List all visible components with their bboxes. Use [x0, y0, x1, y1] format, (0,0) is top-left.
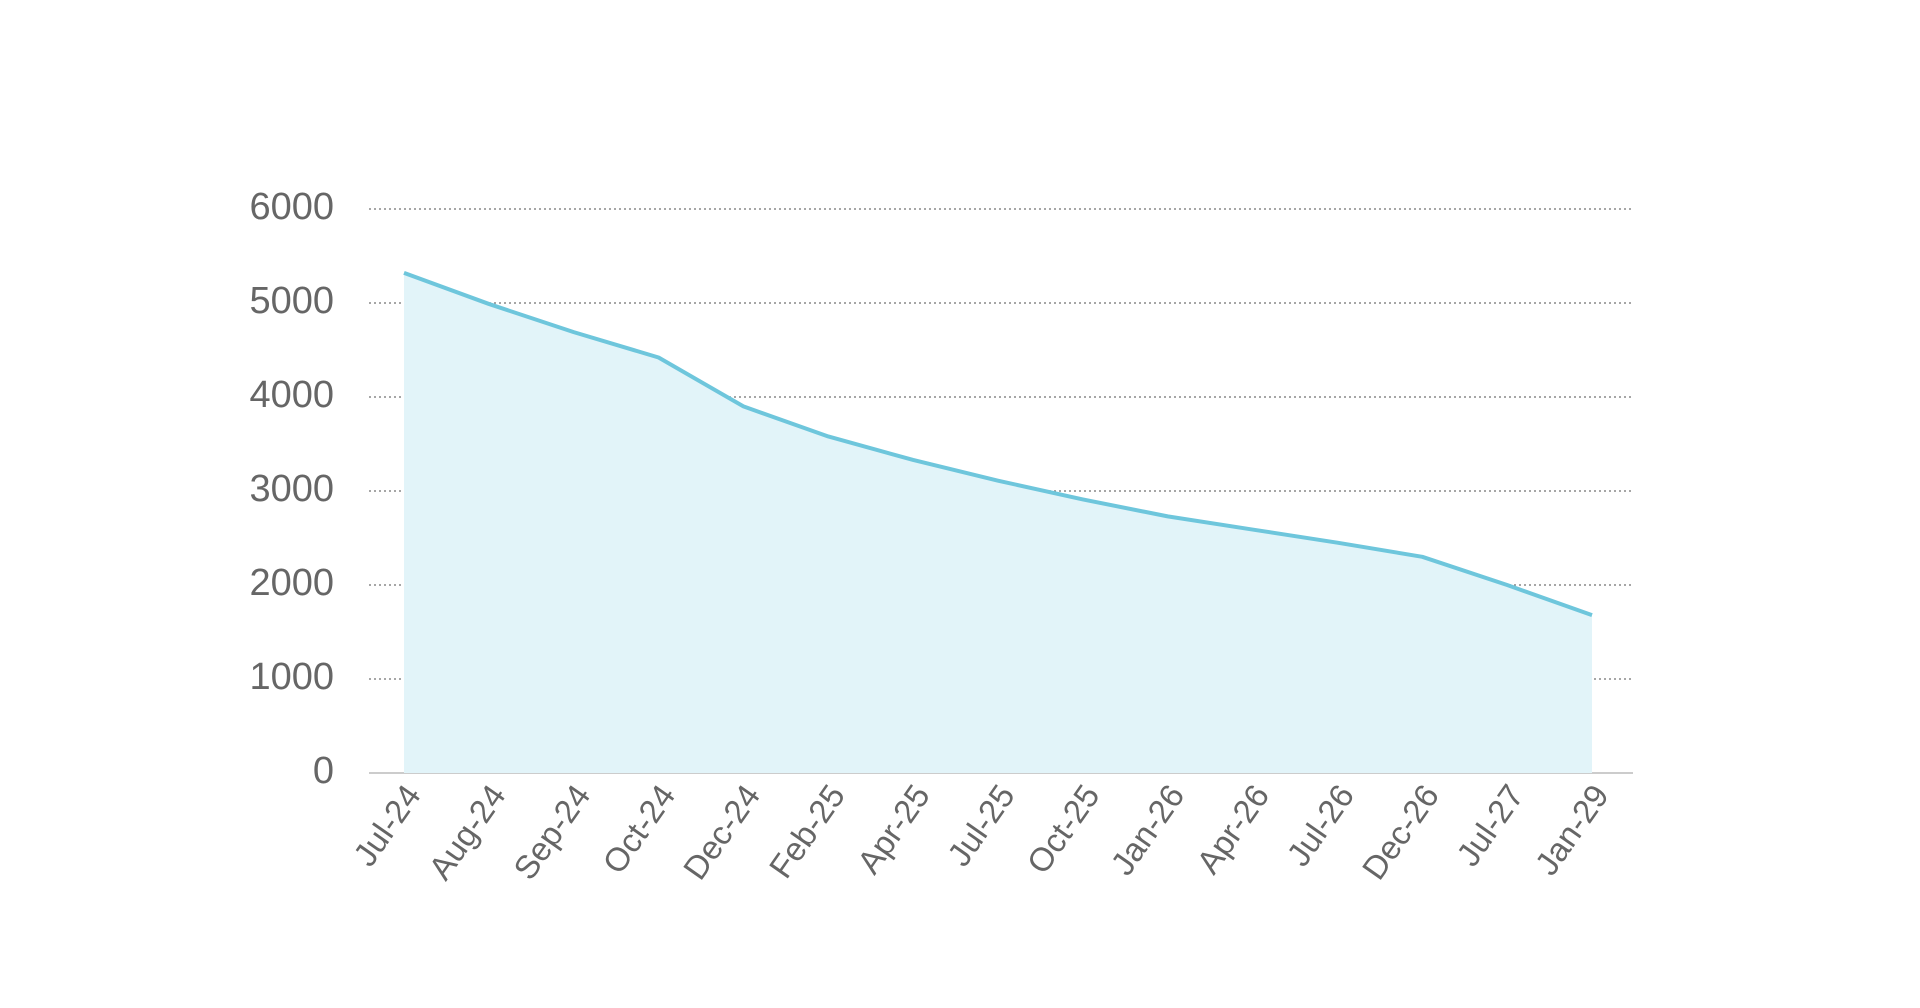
x-tick-label: Aug-24 [421, 778, 512, 886]
x-tick-label: Oct-24 [595, 778, 682, 880]
x-tick-label: Sep-24 [506, 778, 597, 886]
y-tick-label: 6000 [249, 186, 334, 228]
x-tick-label: Jul-26 [1279, 778, 1361, 873]
y-tick-label: 2000 [249, 562, 334, 604]
x-tick-label: Jul-24 [346, 778, 428, 873]
area-line [403, 271, 1593, 617]
area-fill [404, 272, 1592, 773]
x-tick-label: Jul-27 [1449, 778, 1531, 873]
y-tick-label: 3000 [249, 468, 334, 510]
x-tick-label: Apr-25 [850, 778, 937, 880]
x-tick-label: Jul-25 [940, 778, 1022, 873]
y-tick-label: 1000 [249, 656, 334, 698]
x-tick-label: Jan-29 [1528, 778, 1616, 882]
y-tick-label: 5000 [249, 280, 334, 322]
x-tick-label: Jan-26 [1103, 778, 1191, 882]
x-tick-label: Dec-26 [1355, 778, 1446, 886]
x-tick-label: Feb-25 [762, 778, 852, 885]
x-tick-label: Dec-24 [676, 778, 767, 886]
y-tick-label: 0 [313, 750, 334, 792]
x-tick-label: Apr-26 [1189, 778, 1276, 880]
x-tick-label: Oct-25 [1019, 778, 1106, 880]
y-tick-label: 4000 [249, 374, 334, 416]
